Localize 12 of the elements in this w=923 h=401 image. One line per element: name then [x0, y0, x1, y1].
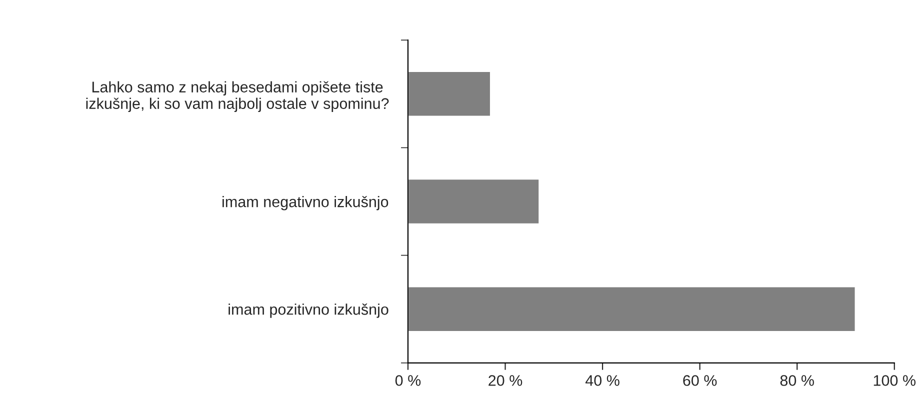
- x-tick-label: 100 %: [874, 375, 916, 386]
- bar: [408, 286, 856, 332]
- y-tick-label: Lahko samo z nekaj besedami opišete tiste izkušnje, ki so vam najbolj ostale v spominu?: [86, 81, 389, 112]
- x-tick-label: 40 %: [585, 375, 620, 386]
- x-tick-label: 0 %: [395, 375, 421, 386]
- bar: [408, 70, 492, 118]
- y-tick-label: imam negativno izkušnjo: [222, 196, 388, 210]
- x-tick-label: 60 %: [683, 375, 717, 386]
- bar: [408, 178, 540, 225]
- x-tick-label: 20 %: [488, 375, 522, 386]
- x-tick-label: 80 %: [780, 375, 814, 386]
- y-tick-label: imam pozitivno izkušnjo: [228, 304, 388, 318]
